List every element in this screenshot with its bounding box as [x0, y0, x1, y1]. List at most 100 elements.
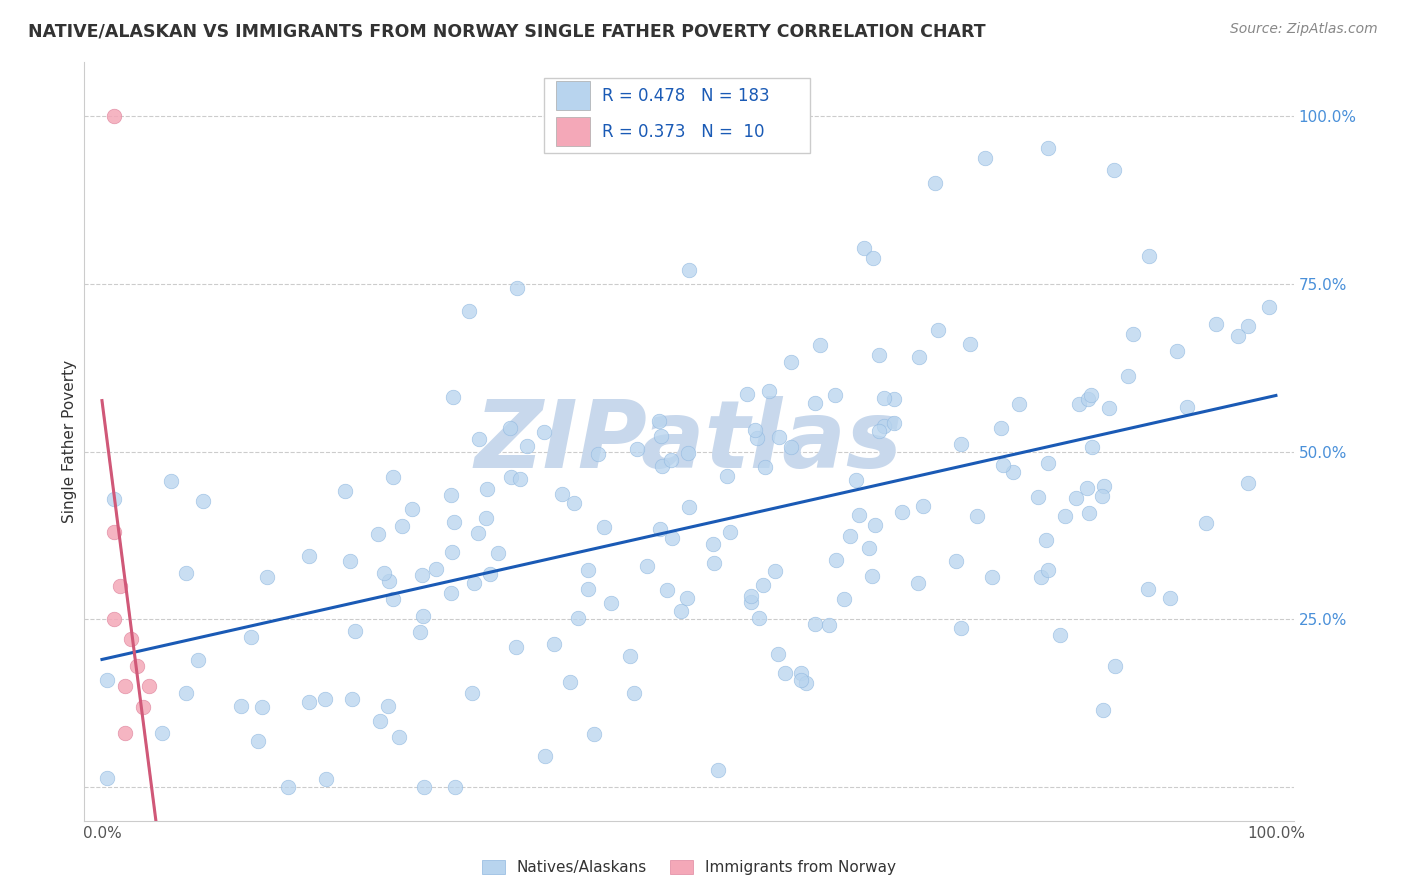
Point — [1035, 533, 1057, 547]
Point — [675, 591, 697, 606]
Point — [333, 484, 356, 499]
Point — [138, 680, 160, 694]
Point — [583, 727, 606, 741]
Point — [501, 469, 523, 483]
Point — [751, 578, 773, 592]
Point — [1258, 300, 1281, 314]
Point — [551, 487, 574, 501]
Point — [1137, 249, 1160, 263]
Point — [460, 686, 482, 700]
Point — [411, 567, 433, 582]
Point — [1091, 489, 1114, 503]
Point — [505, 640, 527, 655]
Point — [231, 699, 253, 714]
Point — [636, 558, 658, 573]
Point — [339, 554, 361, 568]
Point — [1029, 570, 1052, 584]
Point — [187, 653, 209, 667]
Point — [745, 431, 768, 445]
Point — [193, 494, 215, 508]
Point — [600, 596, 623, 610]
Point — [790, 673, 813, 687]
Point — [868, 425, 890, 439]
Point — [974, 151, 997, 165]
Point — [907, 576, 929, 591]
Point — [619, 648, 641, 663]
Text: NATIVE/ALASKAN VS IMMIGRANTS FROM NORWAY SINGLE FATHER POVERTY CORRELATION CHART: NATIVE/ALASKAN VS IMMIGRANTS FROM NORWAY… — [28, 22, 986, 40]
Point — [883, 416, 905, 430]
Point — [467, 525, 489, 540]
Point — [443, 390, 465, 404]
Point — [1237, 475, 1260, 490]
Point — [127, 659, 149, 673]
Point — [740, 594, 762, 608]
Point — [1092, 703, 1115, 717]
Point — [367, 526, 389, 541]
Text: R = 0.478   N = 183: R = 0.478 N = 183 — [602, 87, 769, 104]
Point — [949, 621, 972, 635]
Point — [671, 603, 693, 617]
Point — [1067, 397, 1090, 411]
Point — [1007, 397, 1029, 411]
Point — [246, 734, 269, 748]
Point — [908, 350, 931, 364]
Point — [401, 502, 423, 516]
Point — [817, 618, 839, 632]
Point — [775, 666, 797, 681]
FancyBboxPatch shape — [555, 81, 589, 111]
Point — [648, 414, 671, 428]
Point — [475, 482, 498, 496]
Point — [576, 582, 599, 596]
Point — [950, 437, 973, 451]
Text: ZIPatlas: ZIPatlas — [475, 395, 903, 488]
FancyBboxPatch shape — [544, 78, 810, 153]
Point — [377, 574, 399, 588]
Text: Source: ZipAtlas.com: Source: ZipAtlas.com — [1230, 22, 1378, 37]
Point — [924, 177, 946, 191]
Point — [808, 338, 831, 352]
Point — [475, 511, 498, 525]
Point — [457, 304, 479, 318]
Point — [703, 556, 725, 570]
Point — [381, 591, 404, 606]
Point — [1092, 479, 1115, 493]
Point — [763, 564, 786, 578]
Point — [1102, 163, 1125, 178]
Point — [439, 585, 461, 599]
Point — [768, 430, 790, 444]
Point — [678, 500, 700, 515]
Point — [676, 446, 699, 460]
Point — [945, 554, 967, 568]
Y-axis label: Single Father Poverty: Single Father Poverty — [62, 360, 77, 523]
Point — [444, 780, 467, 794]
Point — [1166, 343, 1188, 358]
Point — [872, 419, 894, 434]
Point — [845, 473, 868, 487]
Point — [114, 680, 136, 694]
Point — [858, 541, 880, 555]
Point — [96, 673, 118, 688]
Point — [824, 388, 846, 402]
Point — [1053, 508, 1076, 523]
Point — [562, 496, 585, 510]
Point — [1227, 328, 1250, 343]
Point — [707, 764, 730, 778]
Point — [1237, 318, 1260, 333]
Point — [315, 772, 337, 786]
Text: R = 0.373   N =  10: R = 0.373 N = 10 — [602, 123, 765, 141]
Point — [1036, 456, 1059, 470]
Point — [648, 522, 671, 536]
Point — [516, 439, 538, 453]
Point — [277, 780, 299, 794]
Point — [1098, 401, 1121, 415]
Point — [441, 544, 464, 558]
Point — [409, 624, 432, 639]
Point — [298, 549, 321, 563]
Point — [780, 440, 803, 454]
Point — [387, 730, 409, 744]
Point — [373, 566, 395, 580]
Point — [740, 589, 762, 603]
Point — [655, 582, 678, 597]
Point — [174, 566, 197, 581]
Point — [980, 570, 1002, 584]
